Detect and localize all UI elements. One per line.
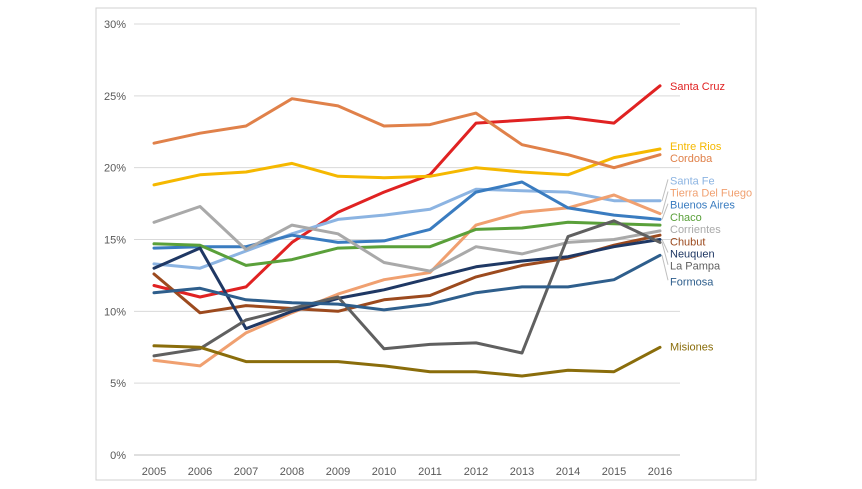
x-tick-label: 2008 <box>280 466 304 478</box>
series-line-cordoba <box>152 97 662 170</box>
x-tick-label: 2010 <box>372 466 396 478</box>
series-label: Santa Cruz <box>670 81 725 93</box>
series-lines <box>152 84 662 378</box>
series-label: Cordoba <box>670 153 713 165</box>
series-line-tierra-del-fuego <box>152 193 662 368</box>
y-tick-label: 20% <box>104 163 126 175</box>
x-tick-label: 2015 <box>602 466 626 478</box>
series-label: La Pampa <box>670 261 721 273</box>
x-tick-label: 2012 <box>464 466 488 478</box>
y-tick-label: 15% <box>104 235 126 247</box>
x-tick-label: 2014 <box>556 466 580 478</box>
series-label: Entre Rios <box>670 141 722 153</box>
series-line-formosa <box>152 253 662 312</box>
series-label: Tierra Del Fuego <box>670 188 752 200</box>
label-leader-line <box>661 191 669 214</box>
x-tick-label: 2007 <box>234 466 258 478</box>
series-line-santa-cruz <box>152 84 662 299</box>
series-label: Buenos Aires <box>670 200 735 212</box>
series-line-chaco <box>152 220 662 267</box>
y-axis-ticks: 0% 5% 10% 15% 20% 25% 30% <box>104 19 126 462</box>
series-line-neuquen <box>152 238 662 331</box>
series-label: Corrientes <box>670 224 721 236</box>
label-leader-line <box>661 179 669 201</box>
x-tick-label: 2005 <box>142 466 166 478</box>
series-label: Misiones <box>670 341 714 353</box>
label-leader-line <box>661 203 669 220</box>
label-leader-line <box>661 239 669 253</box>
x-tick-label: 2011 <box>418 466 442 478</box>
series-line-buenos-aires <box>152 180 662 250</box>
series-label: Santa Fe <box>670 175 715 187</box>
series-label: Chubut <box>670 236 705 248</box>
x-tick-label: 2009 <box>326 466 350 478</box>
y-tick-label: 0% <box>110 450 126 462</box>
x-tick-label: 2006 <box>188 466 212 478</box>
y-tick-label: 10% <box>104 306 126 318</box>
y-tick-label: 25% <box>104 91 126 103</box>
series-line-la-pampa <box>152 219 662 358</box>
chart-frame <box>95 7 757 481</box>
series-line-santa-fe <box>152 187 662 270</box>
series-label: Chaco <box>670 212 702 224</box>
x-axis-ticks: 2005 2006 2007 2008 2009 2010 2011 2012 2013 2014… <box>142 466 672 478</box>
series-label: Neuquen <box>670 249 715 261</box>
series-line-corrientes <box>152 205 662 273</box>
y-tick-label: 5% <box>110 378 126 390</box>
label-leader-line <box>661 242 669 265</box>
x-tick-label: 2013 <box>510 466 534 478</box>
y-tick-label: 30% <box>104 19 126 31</box>
x-tick-label: 2016 <box>648 466 672 478</box>
series-line-entre-rios <box>152 147 662 187</box>
series-label: Formosa <box>670 276 714 288</box>
label-leader-line <box>661 255 669 281</box>
series-line-misiones <box>152 344 662 378</box>
